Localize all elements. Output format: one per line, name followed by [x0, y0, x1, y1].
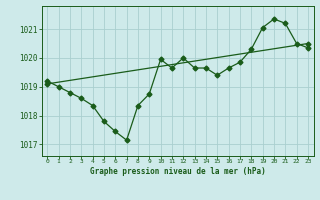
X-axis label: Graphe pression niveau de la mer (hPa): Graphe pression niveau de la mer (hPa) — [90, 167, 266, 176]
